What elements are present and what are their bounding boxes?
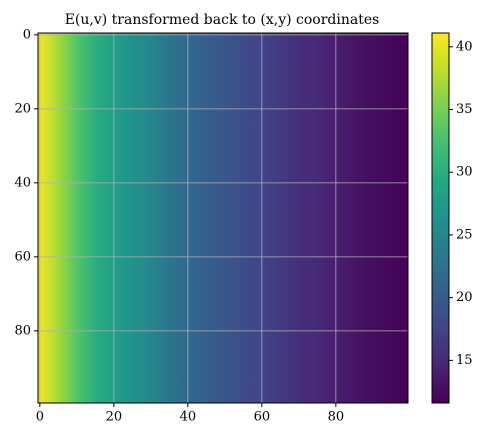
colorbar-tick-label: 35 bbox=[456, 102, 473, 117]
heatmap-cell bbox=[391, 33, 409, 403]
heatmap-cell bbox=[187, 33, 207, 403]
heatmap-cell bbox=[206, 33, 226, 403]
heatmap-cell bbox=[38, 33, 59, 403]
x-tick-label: 80 bbox=[328, 410, 345, 425]
colorbar-tick-label: 40 bbox=[456, 39, 473, 54]
x-tick-label: 60 bbox=[254, 410, 271, 425]
heatmap-cell bbox=[150, 33, 170, 403]
heatmap-cell bbox=[132, 33, 152, 403]
heatmap-cell bbox=[372, 33, 392, 403]
chart-title: E(u,v) transformed back to (x,y) coordin… bbox=[65, 12, 380, 28]
heatmap-cell bbox=[317, 33, 337, 403]
colorbar-tick-label: 20 bbox=[456, 290, 473, 305]
x-tick-label: 40 bbox=[180, 410, 197, 425]
heatmap-cell bbox=[280, 33, 300, 403]
plot-frame bbox=[37, 32, 409, 404]
heatmap-cell bbox=[298, 33, 318, 403]
colorbar bbox=[431, 32, 450, 404]
y-tick-label: 60 bbox=[14, 249, 31, 264]
heatmap-cell bbox=[113, 33, 133, 403]
y-tick-label: 80 bbox=[14, 323, 31, 338]
heatmap-cell bbox=[261, 33, 281, 403]
heatmap-cell bbox=[243, 33, 263, 403]
x-tick-label: 0 bbox=[36, 410, 44, 425]
colorbar-tick-label: 30 bbox=[456, 165, 473, 180]
heatmap-cell bbox=[95, 33, 115, 403]
heatmap-cell bbox=[76, 33, 96, 403]
y-tick-label: 40 bbox=[14, 175, 31, 190]
heatmap-cell bbox=[224, 33, 244, 403]
heatmap-cell bbox=[169, 33, 189, 403]
heatmap-cell bbox=[335, 33, 355, 403]
y-tick-label: 20 bbox=[14, 101, 31, 116]
colorbar-tick-label: 15 bbox=[456, 353, 473, 368]
colorbar-tick-label: 25 bbox=[456, 227, 473, 242]
heatmap-cell bbox=[354, 33, 374, 403]
x-tick-label: 20 bbox=[106, 410, 123, 425]
heatmap-cell bbox=[58, 33, 78, 403]
y-tick-label: 0 bbox=[23, 27, 31, 42]
